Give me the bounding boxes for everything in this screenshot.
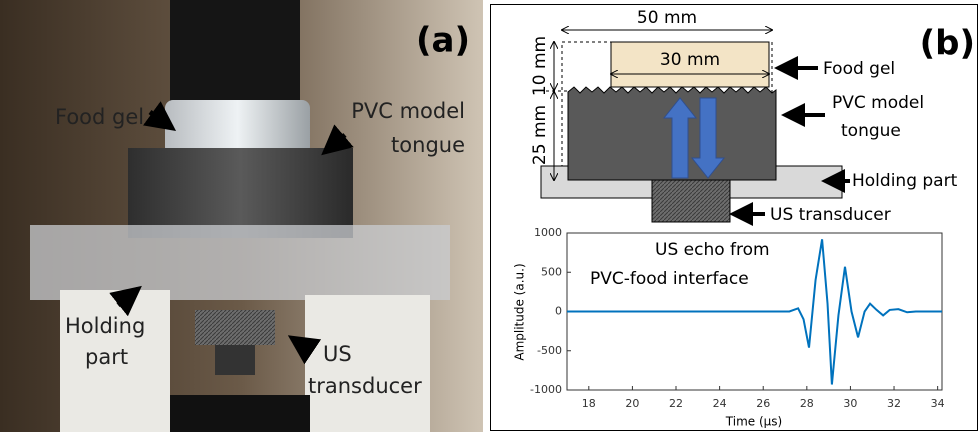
label: US transducer bbox=[770, 205, 891, 225]
figure: (a) Food gel PVC model tongue Holding pa… bbox=[0, 0, 979, 432]
annotation: PVC-food interface bbox=[590, 269, 749, 289]
x-tick-label: 30 bbox=[843, 397, 857, 410]
label: Food gel bbox=[55, 105, 144, 129]
dimension-label: 30 mm bbox=[660, 50, 720, 70]
x-tick-label: 24 bbox=[713, 397, 727, 410]
transducer-block bbox=[652, 180, 730, 222]
x-tick-label: 26 bbox=[756, 397, 770, 410]
label: Holding part bbox=[852, 171, 958, 191]
x-tick-label: 28 bbox=[800, 397, 814, 410]
label: PVC model bbox=[832, 93, 924, 113]
dimension-label: 10 mm bbox=[530, 36, 550, 96]
y-tick-label: 1000 bbox=[534, 226, 562, 239]
transducer-body bbox=[195, 310, 275, 345]
label: Holding bbox=[65, 314, 145, 338]
y-tick-label: 500 bbox=[541, 265, 562, 278]
x-tick-label: 22 bbox=[669, 397, 683, 410]
panel-a: (a) Food gel PVC model tongue Holding pa… bbox=[0, 0, 483, 432]
x-tick-label: 32 bbox=[887, 397, 901, 410]
panel-b: (b) 50 mm 30 mm 10 mm 25 mm Food gel PVC… bbox=[491, 5, 978, 431]
y-tick-label: -500 bbox=[537, 344, 562, 357]
label: tongue bbox=[841, 121, 901, 141]
label: tongue bbox=[391, 133, 465, 157]
annotation: US echo from bbox=[655, 240, 770, 260]
label: transducer bbox=[308, 374, 422, 398]
acrylic-plate bbox=[30, 225, 450, 300]
label: Food gel bbox=[823, 59, 895, 79]
base bbox=[170, 395, 310, 432]
label: PVC model bbox=[351, 99, 465, 123]
label: US bbox=[323, 342, 352, 366]
y-tick-label: 0 bbox=[555, 305, 562, 318]
tongue-cylinder bbox=[128, 148, 353, 238]
gel-cylinder bbox=[165, 100, 310, 155]
dimension-label: 25 mm bbox=[530, 105, 550, 165]
x-tick-label: 20 bbox=[625, 397, 639, 410]
label: part bbox=[85, 345, 128, 369]
dimension-label: 50 mm bbox=[637, 8, 697, 28]
panel-label: (a) bbox=[416, 21, 470, 61]
panel-label: (b) bbox=[920, 24, 975, 64]
transducer-stem bbox=[215, 345, 255, 375]
y-axis-label: Amplitude (a.u.) bbox=[513, 263, 527, 360]
x-tick-label: 18 bbox=[582, 397, 596, 410]
x-axis-label: Time (µs) bbox=[725, 415, 782, 429]
y-tick-label: -1000 bbox=[530, 383, 562, 396]
x-tick-label: 34 bbox=[931, 397, 945, 410]
